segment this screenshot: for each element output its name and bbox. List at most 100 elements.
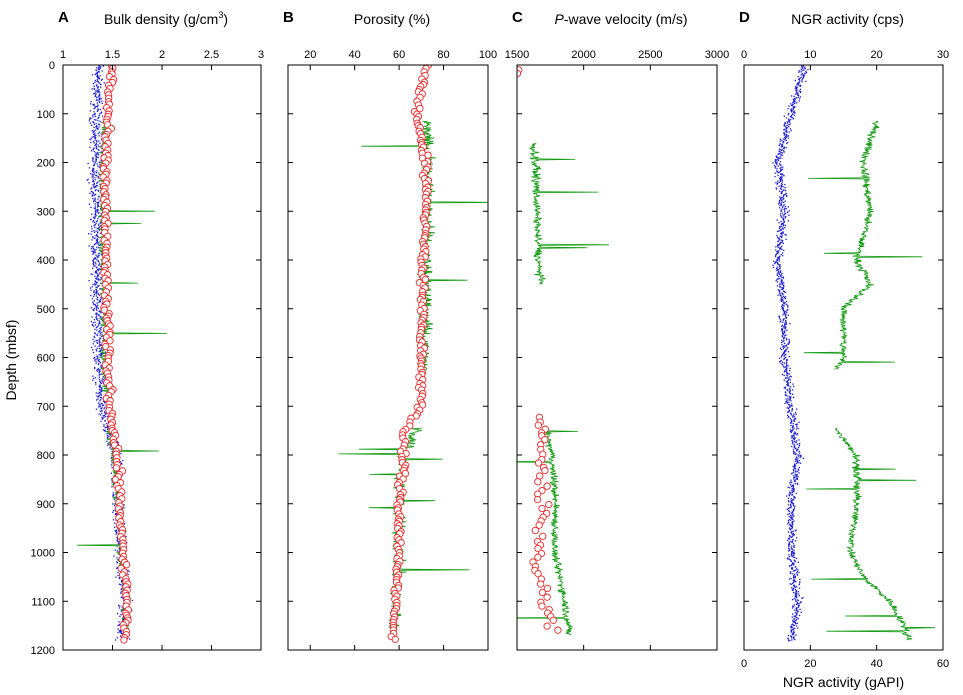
data-point <box>780 237 783 239</box>
data-point <box>776 183 778 185</box>
data-point <box>106 426 108 428</box>
data-point <box>790 555 793 557</box>
data-point <box>790 424 792 427</box>
data-point <box>775 267 778 269</box>
data-point <box>783 342 786 344</box>
data-point <box>792 518 794 520</box>
data-point <box>93 186 95 188</box>
data-point <box>781 300 783 302</box>
data-point <box>97 153 99 155</box>
data-point <box>100 397 103 399</box>
data-point <box>779 138 781 140</box>
data-point <box>789 398 791 401</box>
data-point <box>98 354 100 356</box>
data-point <box>783 337 785 339</box>
data-point <box>795 457 797 459</box>
data-point <box>788 544 790 546</box>
data-point <box>793 508 795 510</box>
data-point <box>102 107 104 109</box>
data-point <box>98 126 100 128</box>
data-point <box>96 255 98 258</box>
data-point <box>97 209 99 211</box>
data-point <box>97 89 99 91</box>
series-line-d <box>803 120 923 370</box>
data-point <box>116 531 118 533</box>
data-point <box>89 287 92 289</box>
data-point <box>792 423 794 425</box>
data-point <box>102 400 105 402</box>
data-point <box>99 400 101 402</box>
data-point <box>784 125 786 127</box>
data-point <box>104 420 106 422</box>
data-point <box>94 367 96 369</box>
data-point <box>94 304 96 306</box>
data-point <box>93 163 95 165</box>
data-point <box>780 359 782 362</box>
data-point <box>102 352 104 354</box>
data-point <box>106 440 108 442</box>
data-point <box>792 383 794 385</box>
data-point <box>781 282 783 284</box>
data-point <box>100 353 102 355</box>
data-point <box>805 70 807 72</box>
data-point <box>92 160 94 162</box>
data-point <box>92 237 94 239</box>
data-point <box>92 121 94 123</box>
data-point <box>99 323 101 325</box>
data-point <box>789 404 791 406</box>
data-point <box>780 202 782 205</box>
data-point <box>798 445 800 447</box>
data-point <box>792 624 795 626</box>
data-point <box>784 354 786 356</box>
data-point <box>800 611 802 613</box>
data-point <box>790 540 792 542</box>
data-point <box>798 571 800 574</box>
data-point <box>783 338 785 340</box>
data-point <box>784 122 786 124</box>
data-point <box>792 570 795 572</box>
data-point <box>93 207 95 209</box>
data-point <box>96 267 98 269</box>
data-point <box>782 205 784 207</box>
data-point <box>807 68 809 71</box>
data-point <box>97 238 99 240</box>
data-point <box>780 154 782 156</box>
data-point <box>101 100 103 102</box>
data-point <box>793 631 795 634</box>
data-point <box>115 531 117 533</box>
data-point <box>793 440 795 442</box>
data-point <box>789 395 791 398</box>
data-point <box>785 147 787 149</box>
data-point <box>788 527 791 529</box>
data-point <box>98 223 100 225</box>
data-point <box>797 627 799 629</box>
data-point <box>93 341 95 343</box>
data-point <box>92 180 94 183</box>
data-point <box>96 125 98 127</box>
panel-title: Bulk density (g/cm3) <box>104 10 228 27</box>
data-point <box>98 361 100 363</box>
data-point <box>96 185 99 187</box>
data-point <box>534 459 543 467</box>
data-point <box>93 221 96 223</box>
data-point <box>120 581 123 583</box>
data-point <box>782 288 784 290</box>
data-point <box>799 452 801 454</box>
data-point <box>785 130 788 133</box>
data-point <box>93 151 96 153</box>
data-point <box>788 537 790 539</box>
data-point <box>794 445 796 447</box>
data-point <box>793 506 796 508</box>
data-point <box>777 230 780 232</box>
data-point <box>94 328 96 330</box>
data-point <box>789 367 791 369</box>
data-point <box>95 239 98 241</box>
data-point <box>780 348 783 351</box>
data-point <box>126 541 128 544</box>
data-point <box>785 495 788 497</box>
data-point <box>794 99 796 101</box>
data-point <box>794 576 796 578</box>
data-point <box>798 439 800 441</box>
data-point <box>96 170 98 172</box>
y-tick-label: 800 <box>37 450 55 462</box>
